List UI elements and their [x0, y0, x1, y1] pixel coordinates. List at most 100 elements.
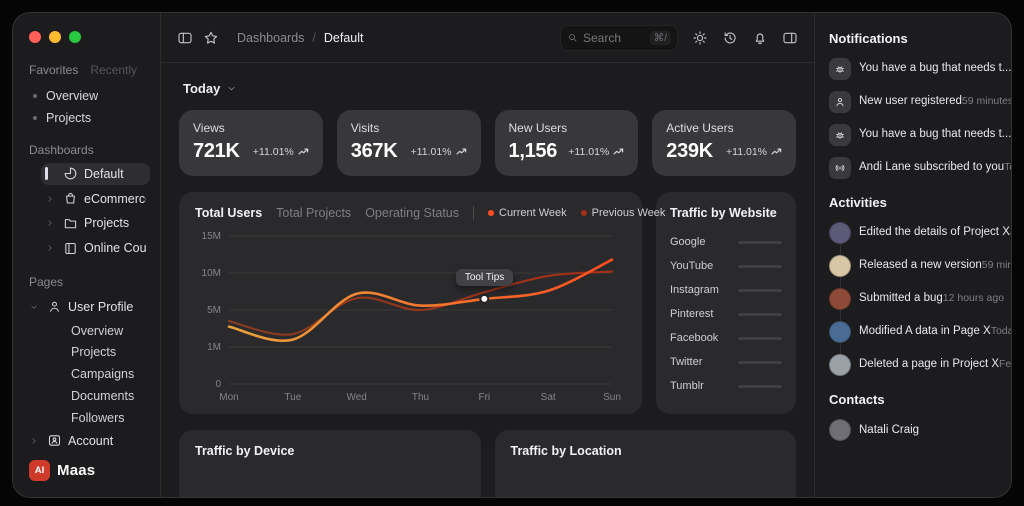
sidebar-item-label: Projects	[46, 110, 92, 125]
chevron-right-icon	[29, 436, 39, 446]
sidebar-item-default[interactable]: Default	[41, 162, 150, 186]
sidebar-item-label: Default	[84, 166, 124, 181]
sidebar-item-projects-dash[interactable]: Projects	[41, 212, 150, 235]
svg-text:Sat: Sat	[541, 392, 556, 403]
sidebar-subitem-followers[interactable]: Followers	[25, 407, 150, 428]
history-icon[interactable]	[722, 30, 738, 46]
legend-label: Previous Week	[591, 207, 666, 219]
notification-item[interactable]: You have a bug that needs t...12 hours a…	[829, 124, 1011, 146]
tab-total-projects[interactable]: Total Projects	[276, 206, 352, 220]
sidebar-subitem-campaigns[interactable]: Campaigns	[25, 364, 150, 385]
right-panel-toggle-icon[interactable]	[782, 30, 798, 46]
website-label: YouTube	[670, 260, 714, 272]
activity-item[interactable]: Modified A data in Page XToday, 11:59 AM	[829, 321, 1011, 343]
sidebar-item-label: eCommerce	[84, 191, 146, 206]
search-box[interactable]: ⌘/	[560, 24, 678, 51]
activities-title: Activities	[829, 195, 887, 210]
activity-item[interactable]: Submitted a bug12 hours ago	[829, 288, 1004, 310]
period-dropdown[interactable]: Today	[183, 81, 796, 96]
website-bar	[738, 288, 782, 292]
favorite-star-icon[interactable]	[203, 30, 219, 46]
sidebar-item-label: Online Courses	[84, 241, 146, 256]
chevron-slot	[45, 243, 57, 253]
sidebar-item-label: Projects	[84, 216, 130, 231]
stat-value: 239K	[666, 140, 713, 162]
website-label: Pinterest	[670, 308, 714, 320]
tab-operating-status[interactable]: Operating Status	[365, 206, 459, 220]
theme-toggle-icon[interactable]	[692, 30, 708, 46]
svg-text:15M: 15M	[202, 231, 221, 242]
website-label: Facebook	[670, 332, 719, 344]
sidebar-item-online-courses[interactable]: Online Courses	[41, 237, 150, 260]
sidebar-subitem-documents[interactable]: Documents	[25, 386, 150, 407]
top-bar: Dashboards / Default ⌘/	[161, 13, 814, 63]
brand-logo-icon: AI	[29, 460, 50, 481]
sidebar-toggle-icon[interactable]	[177, 30, 193, 46]
svg-text:Mon: Mon	[219, 392, 238, 403]
notifications-bell-icon[interactable]	[752, 30, 768, 46]
bug-icon	[829, 58, 851, 80]
activity-text: Edited the details of Project X	[859, 226, 1010, 238]
stat-value: 721K	[193, 140, 240, 162]
chevron-slot	[45, 218, 57, 228]
card-title: Traffic by Location	[510, 444, 622, 458]
tab-recently[interactable]: Recently	[90, 63, 138, 77]
avatar	[829, 321, 851, 343]
website-bar	[738, 360, 782, 364]
svg-text:Fri: Fri	[478, 392, 490, 403]
notification-text: Andi Lane subscribed to you	[859, 161, 1005, 173]
user-icon	[829, 91, 851, 113]
chart-legend: Current Week Previous Week	[488, 207, 665, 219]
minimize-window-button[interactable]	[49, 31, 61, 43]
app-window: Favorites Recently Overview Projects Das…	[12, 12, 1012, 498]
sidebar-item-account[interactable]: Account	[25, 429, 150, 452]
activity-time: 12 hours ago	[942, 292, 1005, 304]
notification-item[interactable]: Andi Lane subscribed to youToday, 11:59 …	[829, 157, 1011, 179]
search-input[interactable]	[583, 30, 645, 45]
website-label: Google	[670, 236, 706, 248]
stat-card-active-users: Active Users 239K +11.01%	[652, 110, 796, 176]
activity-item[interactable]: Released a new version59 minutes ago	[829, 255, 1011, 277]
sidebar-subitem-label: Campaigns	[71, 367, 135, 382]
close-window-button[interactable]	[29, 31, 41, 43]
avatar	[829, 354, 851, 376]
contact-item[interactable]: Natali Craig	[829, 419, 997, 441]
window-controls	[25, 27, 150, 43]
broadcast-icon	[829, 157, 851, 179]
sidebar-item-user-profile[interactable]: User Profile	[25, 295, 150, 318]
notification-item[interactable]: New user registered59 minutes ago	[829, 91, 1011, 113]
stat-label: Visits	[350, 121, 380, 135]
sidebar-item-projects[interactable]: Projects	[25, 107, 150, 129]
trend-up-icon	[613, 146, 624, 157]
chevron-slot	[29, 302, 41, 312]
sidebar-item-overview[interactable]: Overview	[25, 85, 150, 107]
section-pages: Pages	[29, 275, 64, 290]
sidebar-subitem-overview[interactable]: Overview	[25, 320, 150, 341]
avatar	[829, 222, 851, 244]
notification-text: You have a bug that needs t...	[859, 62, 1011, 74]
breadcrumb-parent[interactable]: Dashboards	[237, 30, 305, 45]
stat-label: Active Users	[666, 121, 734, 135]
legend-current-week: Current Week	[488, 207, 567, 219]
folder-icon	[63, 216, 78, 231]
activity-item[interactable]: Edited the details of Project XJust now	[829, 222, 1011, 244]
sidebar-subitem-projects[interactable]: Projects	[25, 342, 150, 363]
stats-row: Views 721K +11.01% Visits 367K +11.01%	[179, 110, 796, 176]
sidebar-item-ecommerce[interactable]: eCommerce	[41, 187, 150, 210]
activity-text: Modified A data in Page X	[859, 325, 991, 337]
users-chart-card: Total Users Total Projects Operating Sta…	[179, 192, 665, 414]
svg-text:5M: 5M	[207, 305, 221, 316]
sidebar-subitem-label: Overview	[71, 323, 124, 338]
search-icon	[567, 32, 578, 43]
website-bar	[738, 312, 782, 316]
legend-label: Current Week	[499, 207, 567, 219]
maximize-window-button[interactable]	[69, 31, 81, 43]
notification-item[interactable]: You have a bug that needs t...Just now	[829, 58, 1011, 80]
tab-favorites[interactable]: Favorites	[29, 63, 79, 77]
tab-total-users[interactable]: Total Users	[195, 206, 263, 220]
activity-item[interactable]: Deleted a page in Project XFeb 2, 2023	[829, 354, 1011, 376]
card-title: Traffic by Website	[670, 206, 777, 220]
website-row-facebook: Facebook	[670, 326, 782, 350]
dashboard-content: Today Views 721K +11.01% Visits	[161, 63, 814, 497]
section-dashboards: Dashboards	[29, 142, 94, 157]
